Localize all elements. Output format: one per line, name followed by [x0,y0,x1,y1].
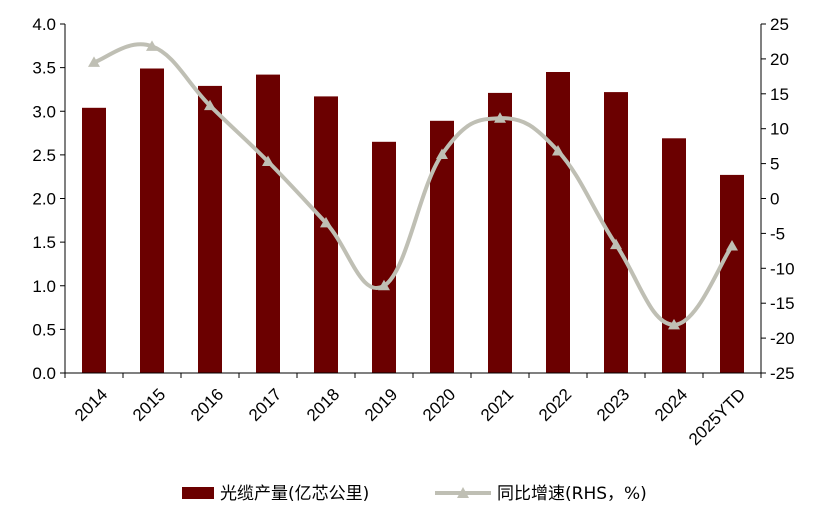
bar-2021 [488,92,512,374]
x-tick-label-2014: 2014 [71,385,111,425]
x-tick-label-2025YTD: 2025YTD [685,385,749,449]
line-point-2023 [610,238,622,250]
growth-line [92,42,734,327]
bar-2025YTD [720,174,744,373]
y-left-tick-label: 3.5 [32,59,56,78]
y-right-tick-label: 5 [770,155,779,174]
x-tick-label-2023: 2023 [593,385,633,425]
line-point-2014 [88,56,100,67]
y-left-tick-label: 2.5 [32,146,56,165]
y-right-tick-label: -20 [770,329,795,348]
line-point-2022 [552,145,564,156]
line-point-2015 [146,40,158,51]
y-left-tick-label: 1.5 [32,233,56,252]
line-point-2016 [204,99,216,111]
line-point-2018 [320,216,332,228]
y-left-tick-label: 0.0 [32,364,56,383]
bar-2024 [662,138,686,373]
legend: 光缆产量(亿芯公里) 同比增速(RHS，%) [182,484,647,504]
bar-2019 [372,141,396,373]
x-tick-label-2024: 2024 [651,385,691,425]
x-tick-label-2017: 2017 [245,385,285,425]
legend-label-output: 光缆产量(亿芯公里) [220,484,369,504]
y-left-tick-label: 3.0 [32,102,56,121]
x-tick-label-2016: 2016 [187,385,227,425]
bar-2022 [546,72,570,373]
x-tick-label-2019: 2019 [361,385,401,425]
line-point-2017 [262,155,274,167]
x-tick-label-2022: 2022 [535,385,575,425]
line-point-2025YTD [726,239,738,251]
bar-2016 [198,85,222,374]
y-right-tick-label: 25 [770,15,789,34]
line-point-2024 [668,318,680,330]
bar-2015 [140,68,164,373]
x-tick-label-2020: 2020 [419,385,459,425]
bar-2014 [82,107,106,374]
legend-label-growth: 同比增速(RHS，%) [497,484,647,504]
x-tick-label-2018: 2018 [303,385,343,425]
y-right-tick-label: -15 [770,294,795,313]
line-series [88,40,738,330]
y-right-tick-label: 10 [770,120,789,139]
y-left-tick-label: 0.5 [32,320,56,339]
y-right-tick-label: 0 [770,190,779,209]
x-tick-label-2021: 2021 [477,385,517,425]
y-right-tick-label: 20 [770,50,789,69]
line-point-2020 [436,148,448,160]
y-right-tick-label: 15 [770,85,789,104]
x-tick-label-2015: 2015 [129,385,169,425]
y-left-tick-label: 4.0 [32,15,56,34]
y-right-tick-label: -25 [770,364,795,383]
bar-2020 [430,120,454,373]
line-point-2019 [378,279,390,291]
legend-swatch-output [182,487,214,499]
y-right-tick-label: -5 [770,224,785,243]
y-left-tick-label: 1.0 [32,277,56,296]
y-right-tick-label: -10 [770,259,795,278]
bar-series [82,68,744,374]
bar-2017 [256,74,280,373]
line-point-2021 [494,112,506,123]
legend-marker-growth [457,487,469,498]
y-left-tick-label: 2.0 [32,190,56,209]
